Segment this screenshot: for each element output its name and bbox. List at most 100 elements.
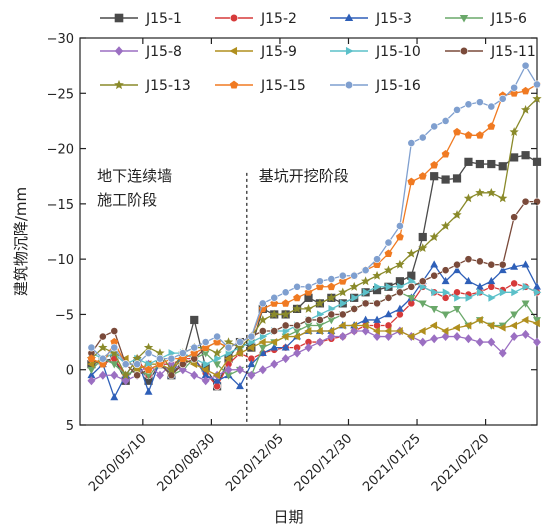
data-point (258, 338, 266, 347)
data-point (521, 300, 530, 308)
data-point (133, 360, 142, 369)
data-point (532, 157, 542, 166)
data-point (236, 338, 244, 346)
data-point (304, 343, 313, 353)
data-point (395, 232, 404, 241)
data-point (487, 159, 496, 169)
data-point (98, 354, 107, 363)
data-point (430, 161, 439, 169)
series-line (90, 200, 537, 377)
data-point (338, 310, 347, 319)
data-point (258, 348, 267, 357)
data-point (121, 360, 130, 369)
data-point (292, 304, 302, 313)
y-tick-label: −10 (47, 253, 74, 268)
data-point (383, 265, 394, 275)
data-point (499, 288, 508, 297)
data-point (202, 360, 210, 369)
data-point (533, 80, 541, 89)
data-point (114, 79, 124, 90)
data-point (464, 334, 473, 344)
legend-label: J15-11 (490, 44, 536, 60)
data-point (418, 327, 426, 335)
data-point (487, 282, 496, 291)
data-point (441, 117, 450, 125)
plot-frame (79, 37, 538, 426)
data-point (213, 376, 222, 384)
series-line (90, 64, 538, 365)
data-point (316, 277, 324, 286)
data-point (418, 133, 427, 142)
data-point (498, 260, 507, 269)
data-point (327, 332, 336, 342)
data-point (510, 279, 519, 288)
data-point (229, 46, 238, 56)
data-point (475, 159, 484, 169)
data-point (178, 349, 187, 358)
legend-label: J15-1 (145, 11, 182, 27)
data-point (190, 370, 199, 380)
data-point (258, 327, 267, 335)
series-line (91, 83, 538, 371)
data-point (98, 342, 108, 352)
data-point (498, 162, 507, 171)
data-point (304, 316, 313, 324)
data-point (190, 343, 199, 352)
data-point (133, 371, 142, 380)
x-tick-label: 2020/05/10 (86, 431, 150, 495)
data-point (373, 299, 381, 308)
data-point (110, 327, 119, 335)
data-point (223, 337, 234, 347)
data-point (87, 366, 96, 375)
data-point (521, 329, 530, 339)
data-point (452, 174, 462, 183)
data-point (521, 61, 530, 70)
data-point (521, 315, 529, 324)
data-point (110, 361, 119, 369)
data-point (418, 232, 427, 242)
data-point (269, 338, 278, 347)
data-point (511, 288, 519, 297)
data-point (339, 299, 348, 308)
data-point (475, 187, 485, 197)
data-point (87, 360, 95, 369)
data-point (87, 370, 96, 379)
data-point (270, 293, 279, 302)
data-point (293, 293, 302, 302)
data-point (281, 288, 290, 297)
data-point (224, 354, 232, 363)
data-point (459, 46, 469, 56)
data-point (521, 86, 530, 95)
data-point (395, 222, 404, 230)
data-point (156, 370, 164, 380)
data-point (453, 265, 461, 274)
data-point (114, 13, 124, 23)
data-point (132, 353, 142, 363)
stage-annotation: 施工阶段 (97, 191, 157, 209)
y-tick-label: 5 (66, 419, 74, 434)
legend-label: J15-3 (375, 11, 412, 27)
data-point (235, 381, 244, 390)
data-point (87, 343, 96, 352)
stage-annotation: 地下连续墙 (97, 167, 172, 185)
data-point (361, 299, 370, 308)
data-point (487, 260, 496, 269)
data-point (110, 337, 119, 346)
series-j15-13 (86, 93, 542, 380)
data-point (213, 332, 221, 341)
data-point (521, 260, 530, 268)
y-tick-label: 0 (66, 364, 74, 379)
series-j15-15 (87, 80, 541, 374)
data-point (87, 376, 96, 386)
data-point (533, 337, 541, 347)
data-point (315, 337, 324, 347)
data-point (235, 349, 243, 358)
data-point (454, 293, 462, 302)
data-point (315, 327, 323, 335)
data-point (326, 292, 336, 302)
data-point (384, 310, 393, 318)
data-point (476, 288, 485, 297)
data-point (270, 343, 279, 351)
data-point (224, 372, 233, 380)
